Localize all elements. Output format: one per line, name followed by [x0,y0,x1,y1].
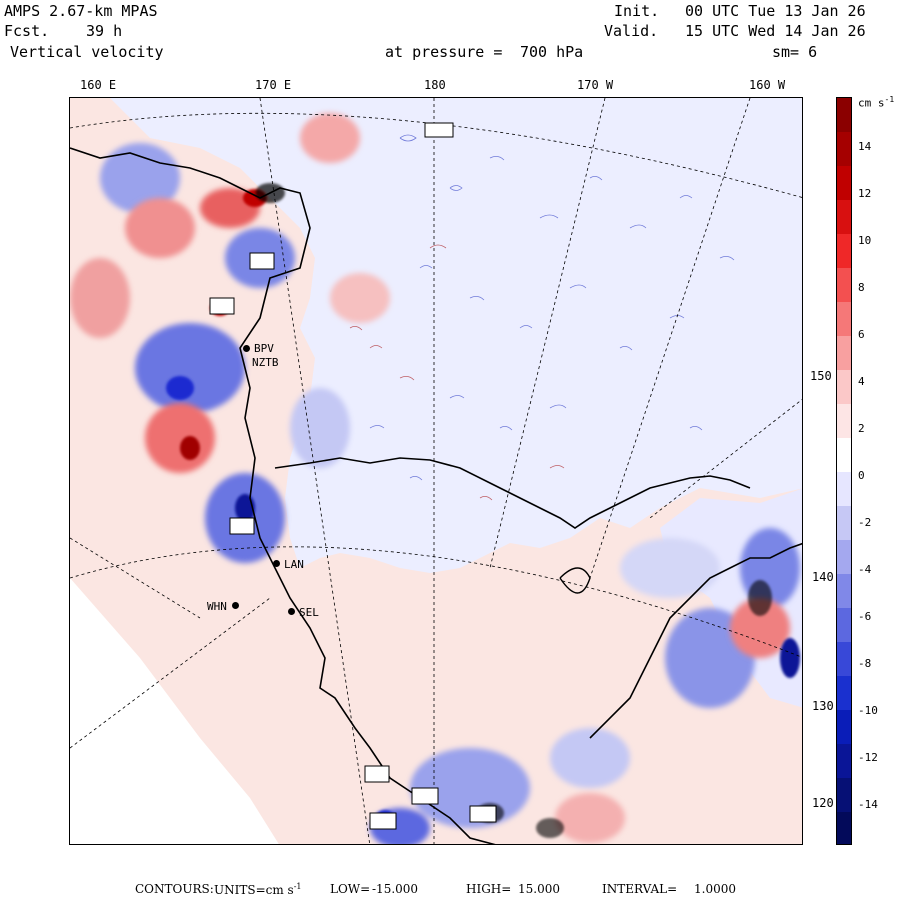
colorbar-tick-label: -8 [858,657,872,670]
field-name: Vertical velocity [10,43,164,61]
colorbar-segment [837,642,851,677]
map-panel [69,97,803,845]
domain-edge-area [70,578,279,844]
pressure-label: at pressure = [385,43,503,61]
low-label: LOW= [330,882,371,896]
colorbar-tick-label: -2 [858,516,872,529]
high-label: HIGH= [466,882,512,896]
contours-label: CONTOURS: [135,882,214,896]
model-title: AMPS 2.67-km MPAS [4,2,158,20]
station-whn: WHN [207,600,227,613]
colorbar-tick-label: -6 [858,610,872,623]
colorbar-tick-label: 8 [858,281,865,294]
coastline [70,147,496,844]
station-sel: SEL [299,606,319,619]
pressure-value: 700 hPa [520,43,584,61]
colorbar-segment [837,574,851,609]
high-value: 15.000 [518,882,560,896]
speckle-texture-red [349,244,565,501]
colorbar-segment [837,268,851,303]
coastline-east [589,542,802,739]
speckle-texture [369,134,735,481]
colorbar-tick-label: -4 [858,563,872,576]
colorbar-segment [837,404,851,439]
colorbar-segment [837,710,851,745]
lon-tick-160w: 160 W [749,78,786,92]
colorbar-segment [837,778,851,813]
vertical-velocity-map [70,98,802,844]
graticule [70,98,802,844]
forecast-value: 39 h [86,22,123,40]
colorbar-segment [837,234,851,269]
colorbar-segment [837,438,851,473]
colorbar-segment [837,744,851,779]
colorbar-tick-label: 4 [858,375,865,388]
colorbar-segment [837,336,851,371]
ocean-region [110,98,802,573]
low-value: -15.000 [372,882,419,896]
station-dot-whn [232,602,239,609]
lon-tick-170w: 170 W [577,78,614,92]
station-bpv: BPV [254,342,274,355]
colorbar-segment [837,166,851,201]
lon-tick-160e: 160 E [80,78,117,92]
colorbar-tick-label: 6 [858,328,865,341]
colorbar-segment [837,98,851,133]
colorbar-segment [837,302,851,337]
colorbar-segment [837,370,851,405]
ascent-regions [70,113,790,843]
colorbar-tick-label: -14 [858,798,878,811]
colorbar-segment [837,472,851,507]
colorbar-tick-label: -10 [858,704,878,717]
colorbar-segment [837,676,851,711]
colorbar-tick-label: 2 [858,422,865,435]
ice-shelf-edge [274,457,751,529]
forecast-label: Fcst. [4,22,50,40]
interval-value: 1.0000 [694,882,736,896]
lon-tick-180: 180 [424,78,446,92]
station-nztb: NZTB [252,356,279,369]
colorbar-tick-label: 12 [858,187,872,200]
colorbar-unit: cm s-1 [858,95,895,110]
smoothing-value: sm= 6 [772,43,818,61]
colorbar-tick-label: 14 [858,140,872,153]
valid-label: Valid. [604,22,659,40]
init-value: 00 UTC Tue 13 Jan 26 [685,2,866,20]
max-boxes [209,122,497,830]
lon-tick-170e: 170 E [255,78,292,92]
colorbar-segment [837,608,851,643]
station-dot-sel [288,608,295,615]
colorbar-segment [837,132,851,167]
colorbar-segment [837,540,851,575]
station-lan: LAN [284,558,304,571]
colorbar-segment [837,506,851,541]
colorbar-tick-label: 10 [858,234,872,247]
init-label: Init. [614,2,660,20]
interval-label: INTERVAL= [602,882,678,896]
colorbar-segment [837,200,851,235]
units-text: UNITS=cm s-1 [214,882,302,897]
station-dot-bpv [243,345,250,352]
colorbar-tick-label: -12 [858,751,878,764]
valid-value: 15 UTC Wed 14 Jan 26 [685,22,866,40]
station-dot-lan [273,560,280,567]
colorbar-segment [837,812,851,844]
colorbar-tick-label: 0 [858,469,865,482]
colorbar [836,97,852,845]
